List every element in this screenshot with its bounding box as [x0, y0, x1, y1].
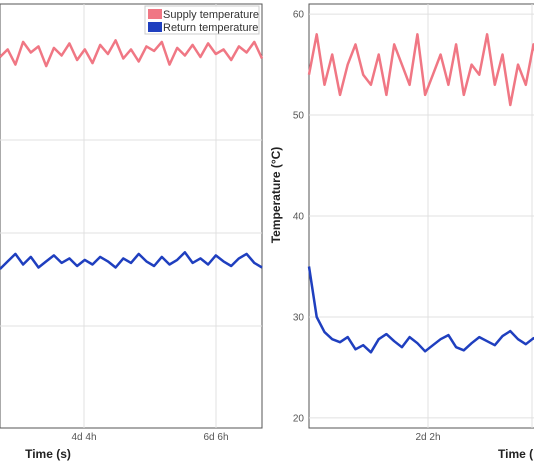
right-y-tick-label: 40: [293, 212, 305, 223]
right-y-axis-title: Temperature (°C): [269, 147, 283, 244]
legend-label-return: Return temperature: [163, 22, 258, 34]
right-y-tick-label: 20: [293, 413, 305, 424]
left-x-axis-title: Time (s): [25, 447, 71, 461]
right-series-group: [307, 33, 534, 354]
left-series-line-2: [0, 251, 263, 270]
right-series-line-2: [307, 266, 534, 354]
legend-swatch-supply: [148, 9, 162, 19]
legend-swatch-return: [148, 22, 162, 32]
left-gridlines: [0, 4, 262, 428]
left-chart: 4d 4h 6d 6h Time (s) Supply temperature …: [0, 3, 264, 461]
legend-box: [144, 5, 260, 35]
right-gridlines: [309, 4, 534, 428]
legend: Supply temperature Return temperature: [144, 5, 260, 35]
right-y-ticks: 20 30 40 50 60: [293, 10, 305, 425]
right-chart: 20 30 40 50 60 2d 2h Time ( Temperature (°C): [269, 3, 534, 461]
right-series-line-1: [307, 33, 534, 107]
right-y-tick-label: 60: [293, 10, 305, 21]
legend-label-supply: Supply temperature: [163, 9, 259, 21]
right-x-axis-title: Time (: [498, 447, 533, 461]
left-series-line-1: [0, 39, 264, 68]
right-y-tick-label: 50: [293, 111, 305, 122]
left-x-tick-label: 6d 6h: [203, 432, 228, 443]
left-x-tick-label: 4d 4h: [71, 432, 96, 443]
right-x-tick-label: 2d 2h: [415, 432, 440, 443]
right-y-tick-label: 30: [293, 312, 305, 323]
left-plot-area: [0, 3, 263, 429]
left-series-group: [0, 39, 264, 270]
